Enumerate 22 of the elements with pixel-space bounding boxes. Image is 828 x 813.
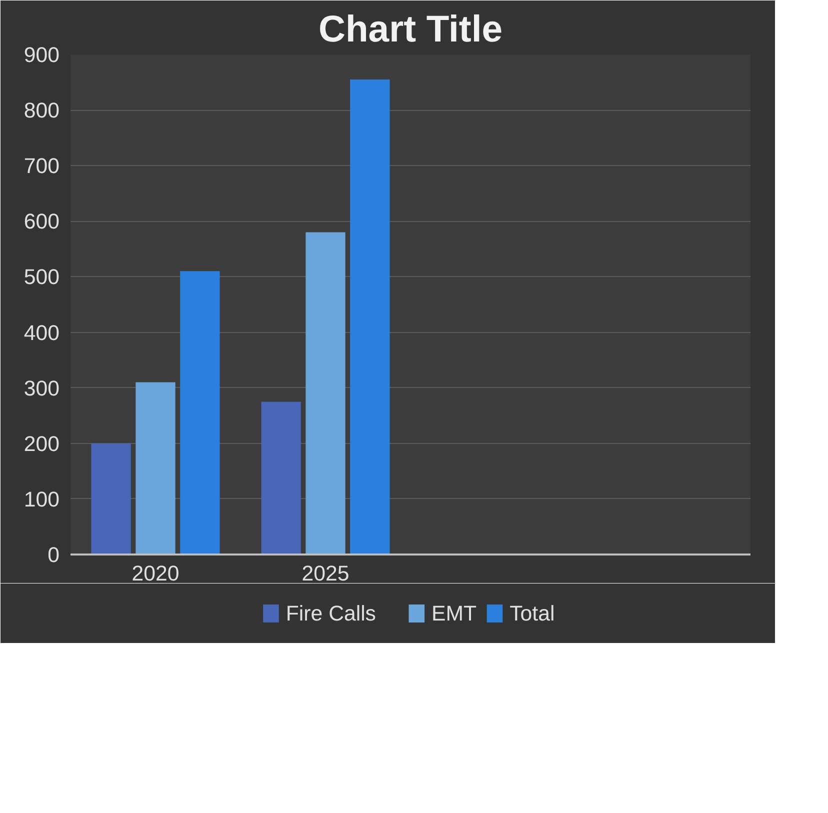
y-tick-label: 0 xyxy=(48,543,60,567)
bar xyxy=(136,382,176,554)
legend-label: EMT xyxy=(432,602,477,626)
bar xyxy=(261,402,301,554)
y-tick-label: 400 xyxy=(24,320,60,345)
bar xyxy=(306,232,346,554)
y-tick-label: 500 xyxy=(24,265,60,290)
y-tick-label: 300 xyxy=(24,376,60,400)
bar xyxy=(350,80,390,554)
y-tick-label: 100 xyxy=(24,487,60,512)
bar xyxy=(180,271,220,554)
chart-title: Chart Title xyxy=(318,8,502,50)
y-tick-label: 600 xyxy=(24,210,60,234)
y-tick-label: 800 xyxy=(24,98,60,123)
bar xyxy=(91,443,131,554)
x-tick-label: 2020 xyxy=(132,562,180,586)
legend-label: Total xyxy=(510,602,555,626)
x-tick-label: 2025 xyxy=(302,562,350,586)
legend-label: Fire Calls xyxy=(286,602,376,626)
y-tick-label: 200 xyxy=(24,432,60,456)
y-tick-label: 700 xyxy=(24,154,60,178)
y-tick-label: 900 xyxy=(24,43,60,67)
